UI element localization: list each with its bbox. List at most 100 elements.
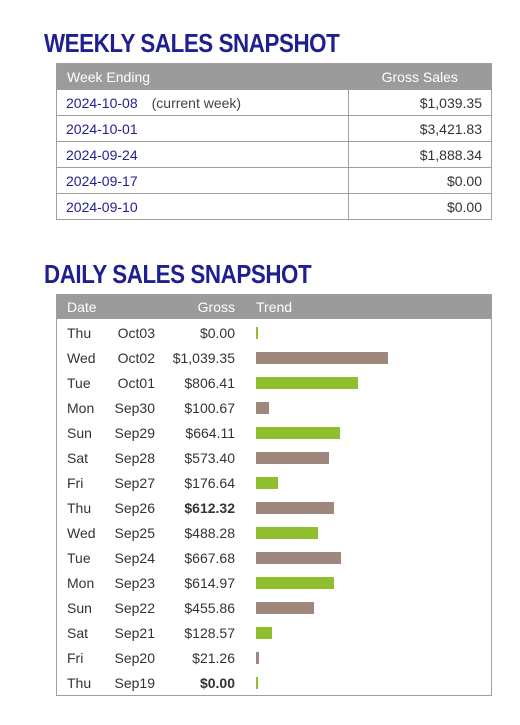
weekly-row: 2024-09-10 $0.00	[56, 193, 492, 220]
daily-row: Sun Sep29 $664.11	[57, 420, 491, 445]
date-cell: Sep19	[114, 675, 155, 691]
date-cell: Sep30	[114, 400, 155, 416]
week-ending-header: Week Ending	[56, 63, 349, 90]
daily-row: Fri Sep20 $21.26	[57, 645, 491, 670]
gross-cell: $176.64	[184, 475, 235, 491]
day-of-week: Sat	[67, 625, 89, 641]
week-ending-date: 2024-10-08	[66, 94, 138, 111]
gross-cell: $614.97	[184, 575, 235, 591]
trend-bar	[256, 327, 258, 339]
week-ending-date: 2024-09-24	[66, 146, 138, 163]
weekly-row: 2024-10-08 (current week) $1,039.35	[56, 89, 492, 116]
date-cell: Sep21	[114, 625, 155, 641]
gross-cell: $1,039.35	[172, 350, 235, 366]
date-cell: Oct03	[117, 325, 155, 341]
date-cell: Sep26	[114, 500, 155, 516]
trend-bar	[256, 502, 334, 514]
day-of-week: Sun	[67, 600, 92, 616]
weekly-header-row: Week Ending Gross Sales	[56, 63, 492, 90]
date-cell: Sep25	[114, 525, 155, 541]
week-ending-date: 2024-09-17	[66, 172, 138, 189]
date-cell: Oct01	[117, 375, 155, 391]
date-cell: Sep28	[114, 450, 155, 466]
daily-row: Thu Sep26 $612.32	[57, 495, 491, 520]
week-ending-date: 2024-09-10	[66, 198, 138, 215]
daily-row: Wed Sep25 $488.28	[57, 520, 491, 545]
trend-bar	[256, 352, 388, 364]
gross-cell: $488.28	[184, 525, 235, 541]
gross-sales-cell: $0.00	[348, 193, 492, 220]
gross-sales-cell: $0.00	[348, 167, 492, 194]
day-of-week: Tue	[67, 375, 91, 391]
trend-header: Trend	[256, 299, 293, 315]
week-note: (current week)	[151, 94, 242, 111]
gross-cell: $667.68	[184, 550, 235, 566]
trend-bar	[256, 427, 340, 439]
gross-cell: $100.67	[184, 400, 235, 416]
date-cell: Sep27	[114, 475, 155, 491]
daily-row: Tue Sep24 $667.68	[57, 545, 491, 570]
daily-sales-table: Date Gross Trend Thu Oct03 $0.00 Wed Oct02 $1…	[56, 294, 492, 696]
trend-bar	[256, 577, 334, 589]
gross-cell: $612.32	[184, 500, 235, 516]
daily-row: Thu Oct03 $0.00	[57, 320, 491, 345]
week-ending-cell: 2024-09-10	[56, 193, 349, 220]
weekly-row: 2024-09-24 $1,888.34	[56, 141, 492, 168]
daily-row: Sun Sep22 $455.86	[57, 595, 491, 620]
trend-bar	[256, 452, 329, 464]
gross-cell: $0.00	[199, 675, 235, 691]
gross-cell: $806.41	[184, 375, 235, 391]
gross-sales-cell: $3,421.83	[348, 115, 492, 142]
trend-bar	[256, 377, 358, 389]
gross-cell: $21.26	[192, 650, 235, 666]
gross-sales-header: Gross Sales	[348, 63, 492, 90]
trend-bar	[256, 652, 259, 664]
trend-bar	[256, 477, 278, 489]
daily-sales-title: DAILY SALES SNAPSHOT	[44, 259, 312, 289]
trend-bar	[256, 602, 314, 614]
trend-bar	[256, 552, 341, 564]
weekly-row: 2024-09-17 $0.00	[56, 167, 492, 194]
daily-row: Thu Sep19 $0.00	[57, 670, 491, 695]
day-of-week: Wed	[67, 525, 96, 541]
daily-row: Mon Sep30 $100.67	[57, 395, 491, 420]
week-ending-cell: 2024-09-24	[56, 141, 349, 168]
day-of-week: Mon	[67, 575, 95, 591]
gross-cell: $664.11	[185, 425, 235, 441]
gross-sales-cell: $1,888.34	[348, 141, 492, 168]
daily-row: Sat Sep28 $573.40	[57, 445, 491, 470]
daily-row: Wed Oct02 $1,039.35	[57, 345, 491, 370]
day-of-week: Sat	[67, 450, 89, 466]
date-cell: Sep23	[114, 575, 155, 591]
week-ending-date: 2024-10-01	[66, 120, 138, 137]
daily-row: Mon Sep23 $614.97	[57, 570, 491, 595]
gross-cell: $455.86	[184, 600, 235, 616]
day-of-week: Fri	[67, 475, 84, 491]
day-of-week: Sun	[67, 425, 92, 441]
daily-row: Tue Oct01 $806.41	[57, 370, 491, 395]
gross-cell: $0.00	[199, 325, 235, 341]
week-ending-cell: 2024-09-17	[56, 167, 349, 194]
date-cell: Sep20	[114, 650, 155, 666]
daily-row: Sat Sep21 $128.57	[57, 620, 491, 645]
day-of-week: Fri	[67, 650, 84, 666]
gross-header: Gross	[197, 299, 235, 315]
trend-bar	[256, 527, 318, 539]
weekly-row: 2024-10-01 $3,421.83	[56, 115, 492, 142]
weekly-sales-title: WEEKLY SALES SNAPSHOT	[44, 28, 340, 58]
gross-cell: $573.40	[184, 450, 235, 466]
day-of-week: Thu	[67, 325, 92, 341]
trend-bar	[256, 402, 269, 414]
date-cell: Sep29	[114, 425, 155, 441]
trend-bar	[256, 677, 258, 689]
date-header: Date	[67, 299, 97, 315]
weekly-sales-table: Week Ending Gross Sales 2024-10-08 (curre…	[56, 63, 492, 220]
trend-bar	[256, 627, 272, 639]
week-ending-cell: 2024-10-08 (current week)	[56, 89, 349, 116]
date-cell: Sep22	[114, 600, 155, 616]
date-cell: Sep24	[114, 550, 155, 566]
daily-row: Fri Sep27 $176.64	[57, 470, 491, 495]
day-of-week: Thu	[67, 500, 92, 516]
week-ending-cell: 2024-10-01	[56, 115, 349, 142]
day-of-week: Wed	[67, 350, 96, 366]
